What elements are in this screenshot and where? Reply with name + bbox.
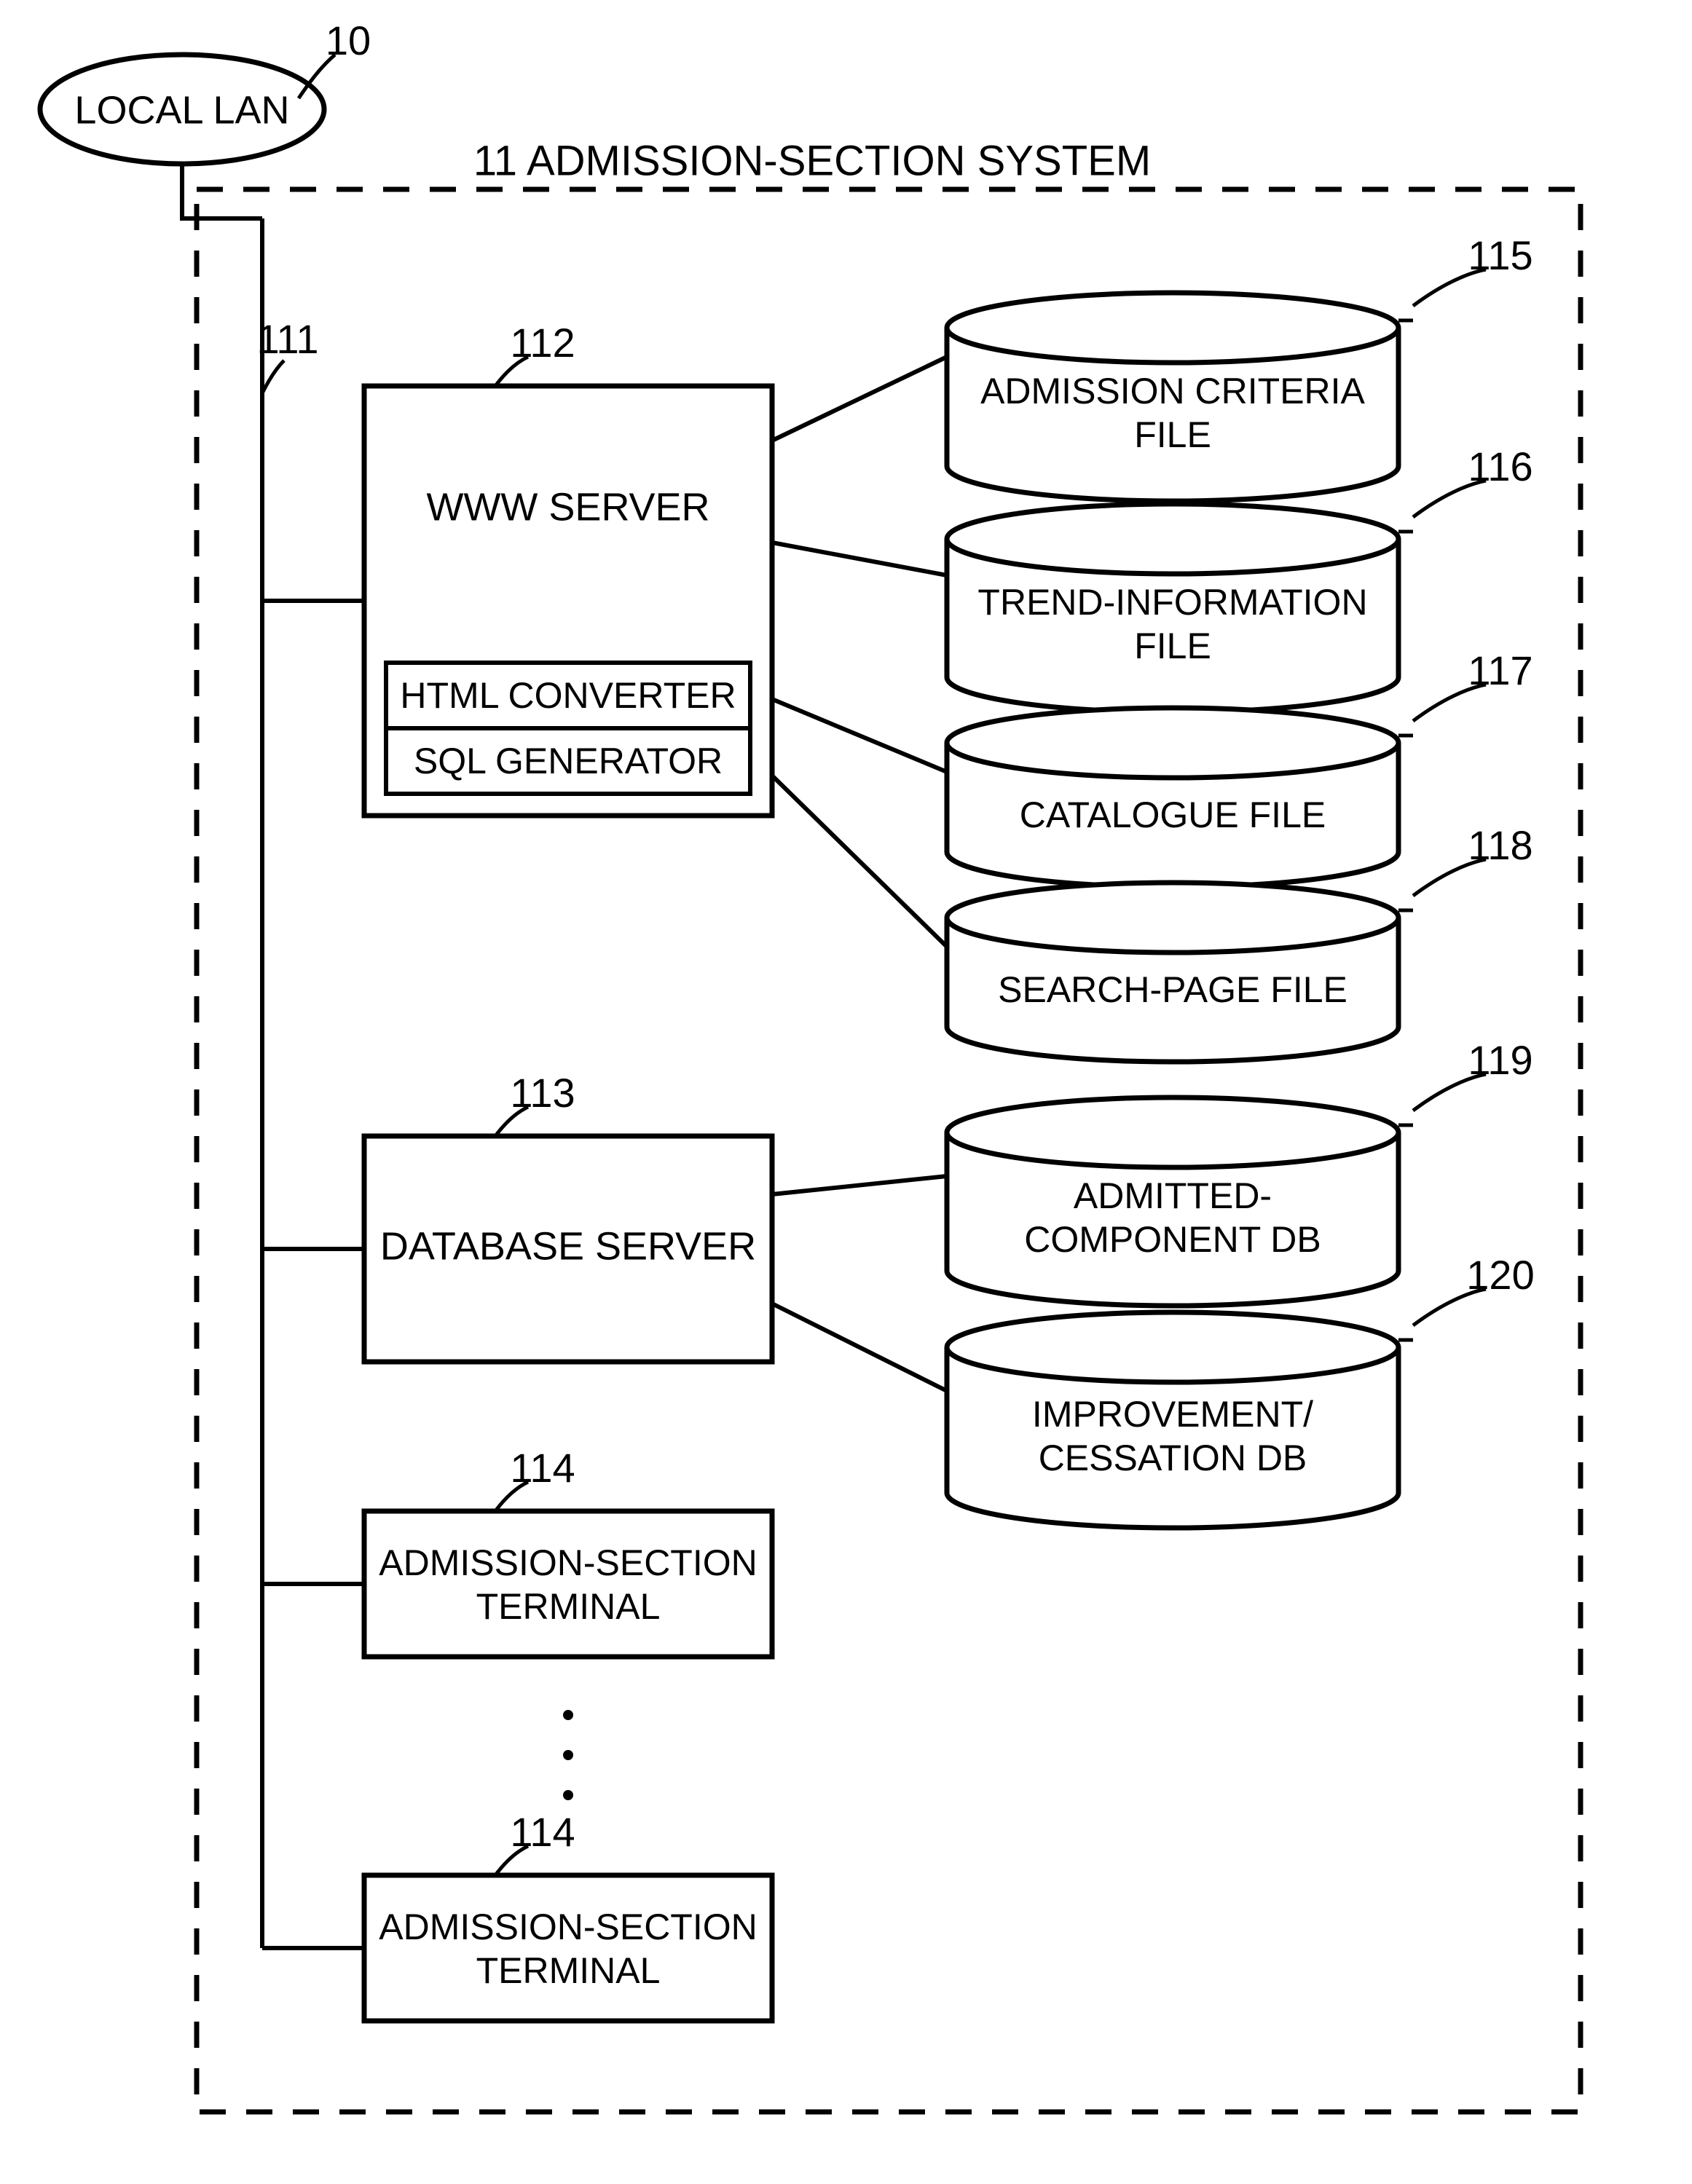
svg-text:ADMISSION-SECTION: ADMISSION-SECTION xyxy=(379,1907,757,1947)
admission-section-terminal-box xyxy=(364,1511,772,1657)
svg-text:116: 116 xyxy=(1468,443,1532,489)
admission-section-system-diagram: 11 ADMISSION-SECTION SYSTEM 111 LOCAL LAN 1… xyxy=(0,0,1692,2184)
svg-text:120: 120 xyxy=(1466,1252,1534,1298)
svg-text:117: 117 xyxy=(1468,647,1532,693)
svg-text:FILE: FILE xyxy=(1134,414,1211,455)
admdb-label: ADMITTED- xyxy=(1074,1175,1272,1216)
svg-text:115: 115 xyxy=(1468,232,1532,278)
svg-text:CESSATION DB: CESSATION DB xyxy=(1039,1438,1307,1478)
trend-label: TREND-INFORMATION xyxy=(977,582,1367,623)
admission-section-terminal-box xyxy=(364,1875,772,2021)
svg-text:118: 118 xyxy=(1468,822,1532,868)
svg-text:113: 113 xyxy=(510,1070,575,1116)
svg-text:111: 111 xyxy=(256,316,318,362)
svg-text:COMPONENT DB: COMPONENT DB xyxy=(1024,1219,1321,1260)
svg-text:114: 114 xyxy=(510,1809,575,1855)
svg-text:ADMISSION-SECTION: ADMISSION-SECTION xyxy=(379,1542,757,1583)
svg-text:TERMINAL: TERMINAL xyxy=(476,1950,661,1991)
search-label: SEARCH-PAGE FILE xyxy=(998,969,1347,1010)
impdb-label: IMPROVEMENT/ xyxy=(1032,1394,1313,1435)
www-server-label: WWW SERVER xyxy=(427,485,710,529)
system-box-title: 11 ADMISSION-SECTION SYSTEM xyxy=(473,137,1151,184)
svg-text:FILE: FILE xyxy=(1134,626,1211,666)
database-server-label: DATABASE SERVER xyxy=(380,1224,756,1268)
svg-text:112: 112 xyxy=(510,320,575,366)
svg-text:TERMINAL: TERMINAL xyxy=(476,1586,661,1627)
svg-text:10: 10 xyxy=(326,17,371,63)
svg-text:114: 114 xyxy=(510,1445,575,1491)
cat-label: CATALOGUE FILE xyxy=(1020,795,1326,835)
html-converter-label: HTML CONVERTER xyxy=(400,675,736,716)
crit-label: ADMISSION CRITERIA xyxy=(980,371,1365,411)
svg-text:119: 119 xyxy=(1468,1037,1532,1083)
local-lan-label: LOCAL LAN xyxy=(74,88,289,132)
sql-generator-label: SQL GENERATOR xyxy=(414,741,723,781)
